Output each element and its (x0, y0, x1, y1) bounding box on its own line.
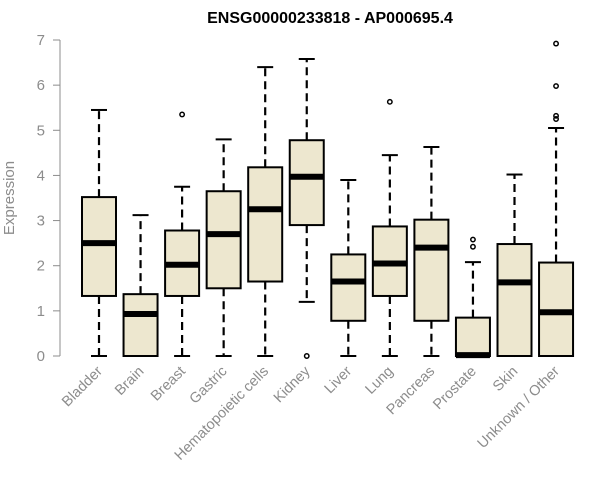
box-11 (538, 40, 575, 358)
y-tick-label: 6 (37, 77, 45, 94)
x-tick-label: Bladder (59, 363, 106, 410)
box-iqr (288, 139, 325, 227)
box-iqr (454, 316, 491, 357)
y-tick-label: 0 (37, 348, 45, 365)
x-tick-label: Lung (363, 364, 397, 398)
y-tick-label: 7 (37, 32, 45, 49)
x-tick-label: Brain (112, 364, 147, 399)
box-6 (330, 178, 367, 357)
outlier-point (553, 40, 559, 47)
y-tick-label: 4 (37, 167, 45, 184)
box-2 (164, 111, 201, 357)
chart-title: ENSG00000233818 - AP000695.4 (207, 10, 453, 27)
box-iqr (413, 218, 450, 322)
outlier-point (179, 111, 186, 118)
box-0 (81, 108, 117, 357)
box-5 (288, 57, 325, 359)
box-10 (496, 173, 533, 357)
outlier-point (553, 83, 559, 89)
y-axis-label: Expression (1, 161, 18, 235)
x-tick-label: Liver (322, 363, 356, 397)
x-tick-label: Kidney (271, 363, 314, 406)
box-7 (371, 98, 408, 357)
box-4 (247, 66, 284, 357)
x-tick-label: Breast (148, 364, 189, 405)
box-iqr (81, 196, 117, 297)
y-axis: 0 1 2 3 4 5 6 7 (37, 32, 61, 365)
outlier-point (303, 353, 310, 359)
outlier-point (470, 243, 476, 250)
y-tick-label: 3 (37, 213, 45, 230)
box-iqr (122, 293, 159, 358)
y-tick-label: 2 (37, 258, 45, 275)
x-tick-label: Skin (490, 364, 521, 395)
y-tick-label: 1 (37, 303, 45, 320)
box-9 (454, 236, 491, 359)
box-iqr (330, 253, 367, 322)
box-iqr (496, 243, 533, 357)
y-tick-label: 5 (37, 122, 45, 139)
box-iqr (205, 190, 242, 290)
outlier-point (386, 98, 393, 105)
outlier-point (470, 236, 476, 243)
outlier-point (553, 112, 559, 119)
boxes-group (81, 40, 575, 359)
box-iqr (247, 166, 284, 283)
box-3 (205, 138, 242, 357)
box-1 (122, 214, 159, 358)
box-8 (413, 145, 450, 357)
outlier-point (553, 116, 559, 122)
x-tick-label: Prostate (430, 364, 479, 413)
